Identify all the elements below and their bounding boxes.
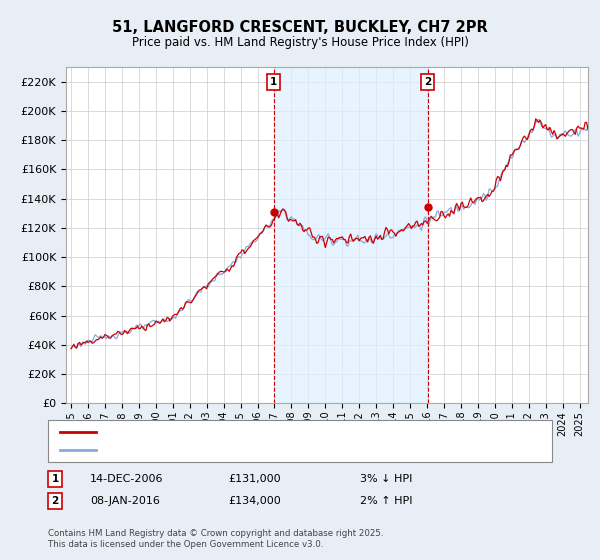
- Text: Price paid vs. HM Land Registry's House Price Index (HPI): Price paid vs. HM Land Registry's House …: [131, 36, 469, 49]
- Text: 14-DEC-2006: 14-DEC-2006: [90, 474, 163, 484]
- Text: 2: 2: [52, 496, 59, 506]
- Text: Contains HM Land Registry data © Crown copyright and database right 2025.
This d: Contains HM Land Registry data © Crown c…: [48, 529, 383, 549]
- Text: £131,000: £131,000: [228, 474, 281, 484]
- Text: 3% ↓ HPI: 3% ↓ HPI: [360, 474, 412, 484]
- Text: 51, LANGFORD CRESCENT, BUCKLEY, CH7 2PR (semi-detached house): 51, LANGFORD CRESCENT, BUCKLEY, CH7 2PR …: [105, 427, 471, 437]
- Text: £134,000: £134,000: [228, 496, 281, 506]
- Text: 51, LANGFORD CRESCENT, BUCKLEY, CH7 2PR: 51, LANGFORD CRESCENT, BUCKLEY, CH7 2PR: [112, 20, 488, 35]
- Text: HPI: Average price, semi-detached house, Flintshire: HPI: Average price, semi-detached house,…: [105, 445, 375, 455]
- Text: 2: 2: [424, 77, 431, 87]
- Bar: [274, 67, 428, 403]
- Text: 08-JAN-2016: 08-JAN-2016: [90, 496, 160, 506]
- Text: 2% ↑ HPI: 2% ↑ HPI: [360, 496, 413, 506]
- Text: 1: 1: [52, 474, 59, 484]
- Text: 1: 1: [270, 77, 277, 87]
